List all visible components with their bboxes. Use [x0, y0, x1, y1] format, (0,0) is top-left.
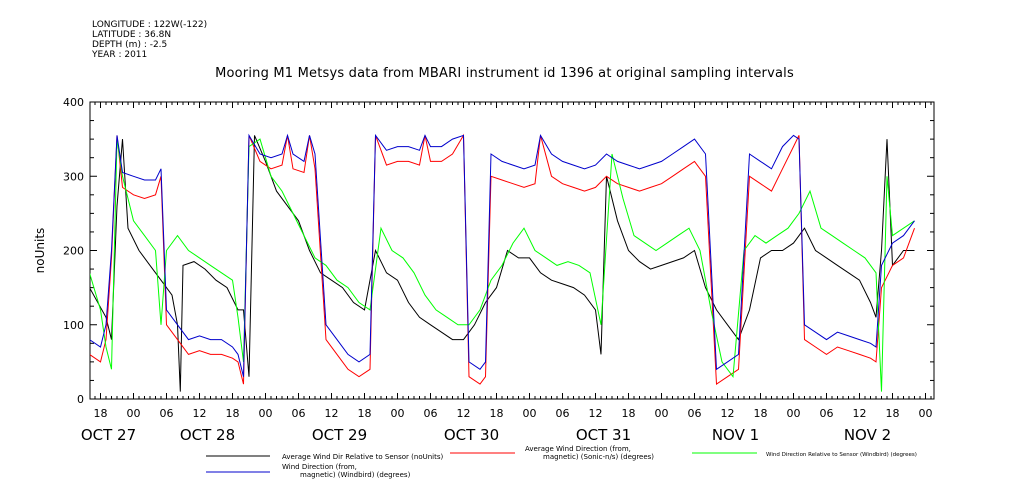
x-date-label: OCT 30 — [444, 426, 499, 444]
legend-label-1: Average Wind Dir Relative to Sensor (noU… — [282, 453, 443, 461]
x-tick-label: 06 — [160, 407, 174, 420]
series-line-3 — [90, 138, 915, 392]
legend-label-3: Wind Direction Relative to Sensor (Windb… — [766, 452, 917, 458]
x-tick-label: 06 — [292, 407, 306, 420]
x-tick-label: 06 — [688, 407, 702, 420]
x-date-label: OCT 28 — [180, 426, 235, 444]
y-tick-label: 200 — [63, 245, 84, 258]
x-tick-label: 12 — [457, 407, 471, 420]
x-tick-label: 00 — [919, 407, 933, 420]
y-tick-label: 0 — [77, 393, 84, 406]
x-tick-label: 18 — [622, 407, 636, 420]
y-tick-label: 300 — [63, 170, 84, 183]
x-tick-label: 06 — [556, 407, 570, 420]
series-line-4 — [90, 133, 915, 377]
x-tick-label: 18 — [226, 407, 240, 420]
x-tick-label: 06 — [424, 407, 438, 420]
chart-title: Mooring M1 Metsys data from MBARI instru… — [215, 66, 794, 81]
metadata-block: LONGITUDE : 122W(-122) LATITUDE : 36.8N … — [92, 20, 207, 60]
x-tick-label: 18 — [886, 407, 900, 420]
year-text: YEAR : 2011 — [92, 50, 148, 60]
x-tick-label: 18 — [358, 407, 372, 420]
x-tick-label: 00 — [655, 407, 669, 420]
x-tick-label: 18 — [490, 407, 504, 420]
series-line-2 — [90, 133, 915, 386]
x-date-label: OCT 27 — [81, 426, 136, 444]
x-tick-label: 12 — [193, 407, 207, 420]
x-tick-label: 12 — [853, 407, 867, 420]
legend-label-4: Wind Direction (from, magnetic) (Windbird… — [282, 463, 411, 479]
x-tick-label: 06 — [820, 407, 834, 420]
x-tick-label: 18 — [94, 407, 108, 420]
x-tick-label: 00 — [391, 407, 405, 420]
x-tick-label: 12 — [589, 407, 603, 420]
x-date-label: OCT 29 — [312, 426, 367, 444]
x-date-label: NOV 1 — [712, 426, 759, 444]
depth-text: DEPTH (m) : -2.5 — [92, 40, 168, 50]
longitude-text: LONGITUDE : 122W(-122) — [92, 20, 208, 30]
x-tick-label: 00 — [787, 407, 801, 420]
x-tick-label: 18 — [754, 407, 768, 420]
legend-label-2: Average Wind Direction (from, magnetic) (… — [525, 445, 654, 461]
x-date-label: NOV 2 — [844, 426, 891, 444]
x-tick-label: 12 — [721, 407, 735, 420]
y-tick-label: 100 — [63, 319, 84, 332]
x-tick-label: 00 — [259, 407, 273, 420]
y-tick-label: 400 — [63, 96, 84, 109]
y-axis-label: noUnits — [33, 228, 47, 274]
series-line-1 — [90, 135, 915, 392]
latitude-text: LATITUDE : 36.8N — [92, 30, 172, 40]
x-date-label: OCT 31 — [576, 426, 631, 444]
x-tick-label: 12 — [325, 407, 339, 420]
x-tick-label: 00 — [127, 407, 141, 420]
x-tick-label: 00 — [523, 407, 537, 420]
